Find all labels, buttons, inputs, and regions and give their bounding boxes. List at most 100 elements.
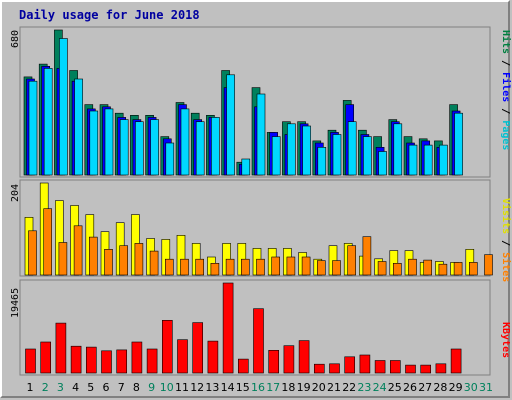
bar-pages-day-13 xyxy=(211,117,220,176)
bar-sites-day-3 xyxy=(58,242,68,276)
x-tick-label-4: 4 xyxy=(72,381,79,394)
x-tick-label-23: 23 xyxy=(357,381,371,394)
bar-kbytes-day-9 xyxy=(146,348,158,374)
bar-kbytes-day-8 xyxy=(131,341,143,374)
bar-kbytes-day-12 xyxy=(192,322,203,374)
bar-pages-day-14 xyxy=(226,74,235,176)
x-tick-label-25: 25 xyxy=(388,381,402,394)
x-tick-label-11: 11 xyxy=(175,381,189,394)
x-tick-label-12: 12 xyxy=(190,381,204,394)
legend-files: Files xyxy=(500,72,512,102)
bar-kbytes-day-3 xyxy=(55,322,67,374)
x-tick-label-26: 26 xyxy=(403,381,417,394)
bar-sites-day-24 xyxy=(377,261,387,276)
x-tick-label-1: 1 xyxy=(27,381,34,394)
bar-kbytes-day-13 xyxy=(207,340,219,374)
bar-sites-day-23 xyxy=(362,236,372,276)
bar-kbytes-day-16 xyxy=(253,308,264,374)
legend-kbytes: KBytes xyxy=(500,322,511,358)
bar-sites-day-4 xyxy=(73,225,83,276)
bar-sites-day-11 xyxy=(180,258,189,276)
bar-pages-day-24 xyxy=(378,151,387,176)
x-tick-label-15: 15 xyxy=(236,381,250,394)
hits-ymax-label: 680 xyxy=(10,30,21,48)
bar-pages-day-23 xyxy=(363,136,372,176)
x-tick-label-20: 20 xyxy=(312,381,326,394)
bar-sites-day-14 xyxy=(225,258,235,276)
bar-pages-day-17 xyxy=(271,136,281,176)
bar-sites-day-31 xyxy=(484,254,493,276)
bar-sites-day-1 xyxy=(28,230,37,276)
bar-sites-day-10 xyxy=(165,258,174,276)
bar-sites-day-8 xyxy=(134,243,144,276)
bar-pages-day-9 xyxy=(150,119,159,176)
x-tick-label-16: 16 xyxy=(251,381,265,394)
bar-pages-day-4 xyxy=(74,78,83,176)
bar-sites-day-7 xyxy=(119,245,128,276)
bar-sites-day-15 xyxy=(241,258,250,276)
bar-sites-day-12 xyxy=(195,258,204,276)
bar-pages-day-27 xyxy=(423,144,433,176)
bar-pages-day-20 xyxy=(317,147,327,176)
bar-pages-day-15 xyxy=(241,158,251,176)
bar-kbytes-day-27 xyxy=(420,364,432,374)
bar-kbytes-day-19 xyxy=(298,340,310,374)
bar-pages-day-21 xyxy=(332,134,342,176)
x-tick-label-8: 8 xyxy=(133,381,140,394)
bar-sites-day-21 xyxy=(332,260,341,276)
chart-title: Daily usage for June 2018 xyxy=(19,8,200,22)
x-tick-label-14: 14 xyxy=(221,381,235,394)
bar-pages-day-2 xyxy=(43,68,53,176)
bar-pages-day-10 xyxy=(165,142,175,176)
bar-sites-day-25 xyxy=(392,262,402,276)
bar-pages-day-26 xyxy=(408,144,418,176)
x-tick-label-19: 19 xyxy=(297,381,311,394)
bar-pages-day-6 xyxy=(104,108,114,176)
bar-kbytes-day-28 xyxy=(435,363,447,374)
bar-kbytes-day-23 xyxy=(359,354,371,374)
legend-sites: Sites xyxy=(500,252,512,282)
x-tick-label-10: 10 xyxy=(160,381,174,394)
kbytes-ymax-label: 19465 xyxy=(10,288,21,318)
x-tick-label-6: 6 xyxy=(103,381,110,394)
bar-kbytes-day-14 xyxy=(222,282,234,374)
hits-legend: Hits / Files / Pages xyxy=(500,30,512,150)
x-tick-label-30: 30 xyxy=(464,381,478,394)
visits-ymax-label: 204 xyxy=(10,184,21,202)
legend-pages: Pages xyxy=(500,120,511,150)
bar-kbytes-day-15 xyxy=(238,358,249,374)
bar-sites-day-22 xyxy=(347,245,357,276)
bar-pages-day-8 xyxy=(135,121,144,176)
bar-sites-day-17 xyxy=(271,256,281,276)
bar-sites-day-27 xyxy=(423,259,433,276)
bar-kbytes-day-26 xyxy=(405,364,416,374)
bar-kbytes-day-6 xyxy=(101,350,112,374)
legend-hits: Hits xyxy=(500,30,512,54)
bar-pages-day-12 xyxy=(195,121,205,176)
x-tick-label-5: 5 xyxy=(87,381,94,394)
bar-kbytes-day-7 xyxy=(116,349,127,374)
bar-kbytes-day-21 xyxy=(329,363,340,374)
bar-sites-day-19 xyxy=(301,256,311,276)
x-tick-label-17: 17 xyxy=(266,381,280,394)
bar-sites-day-9 xyxy=(149,250,159,276)
visits-legend: Visits / Sites xyxy=(500,198,512,282)
bar-pages-day-29 xyxy=(454,112,463,176)
bar-kbytes-day-20 xyxy=(313,363,325,374)
x-tick-label-9: 9 xyxy=(148,381,155,394)
bar-sites-day-26 xyxy=(408,258,417,276)
bar-kbytes-day-17 xyxy=(268,349,280,374)
x-tick-label-28: 28 xyxy=(433,381,447,394)
bar-sites-day-18 xyxy=(286,256,296,276)
x-tick-label-24: 24 xyxy=(373,381,387,394)
bar-pages-day-28 xyxy=(439,144,448,176)
x-tick-label-31: 31 xyxy=(479,381,493,394)
legend-visits: Visits xyxy=(500,198,512,234)
bar-kbytes-day-25 xyxy=(389,360,401,374)
x-tick-label-22: 22 xyxy=(342,381,356,394)
bar-kbytes-day-22 xyxy=(344,356,356,374)
x-tick-label-27: 27 xyxy=(418,381,432,394)
bar-sites-day-28 xyxy=(438,263,448,276)
